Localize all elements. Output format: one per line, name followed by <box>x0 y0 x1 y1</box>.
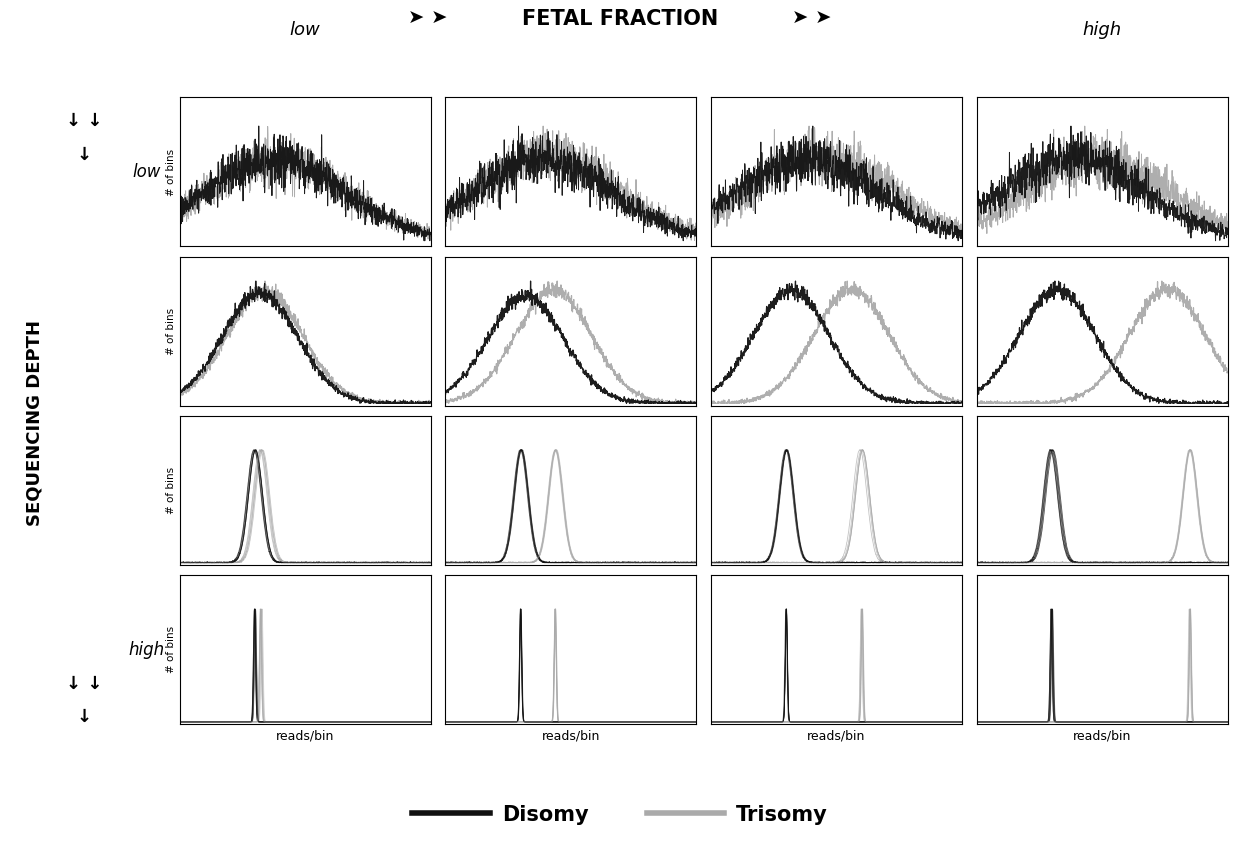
Text: low: low <box>290 20 321 39</box>
X-axis label: reads/bin: reads/bin <box>542 730 600 743</box>
Legend: Disomy, Trisomy: Disomy, Trisomy <box>404 797 836 833</box>
Text: low: low <box>133 163 160 181</box>
Y-axis label: # of bins: # of bins <box>166 626 176 673</box>
X-axis label: reads/bin: reads/bin <box>807 730 866 743</box>
Text: high: high <box>1083 20 1122 39</box>
Text: FETAL FRACTION: FETAL FRACTION <box>522 8 718 29</box>
Text: high: high <box>128 640 165 659</box>
X-axis label: reads/bin: reads/bin <box>1073 730 1131 743</box>
X-axis label: reads/bin: reads/bin <box>277 730 335 743</box>
Text: ↓: ↓ <box>77 146 92 164</box>
Text: SEQUENCING DEPTH: SEQUENCING DEPTH <box>26 320 43 527</box>
Y-axis label: # of bins: # of bins <box>166 148 176 196</box>
Text: ↓: ↓ <box>77 708 92 727</box>
Text: ➤ ➤: ➤ ➤ <box>408 9 448 28</box>
Text: ↓ ↓: ↓ ↓ <box>66 674 103 693</box>
Text: ➤ ➤: ➤ ➤ <box>792 9 832 28</box>
Text: ↓ ↓: ↓ ↓ <box>66 112 103 130</box>
Y-axis label: # of bins: # of bins <box>166 307 176 355</box>
Y-axis label: # of bins: # of bins <box>166 467 176 514</box>
